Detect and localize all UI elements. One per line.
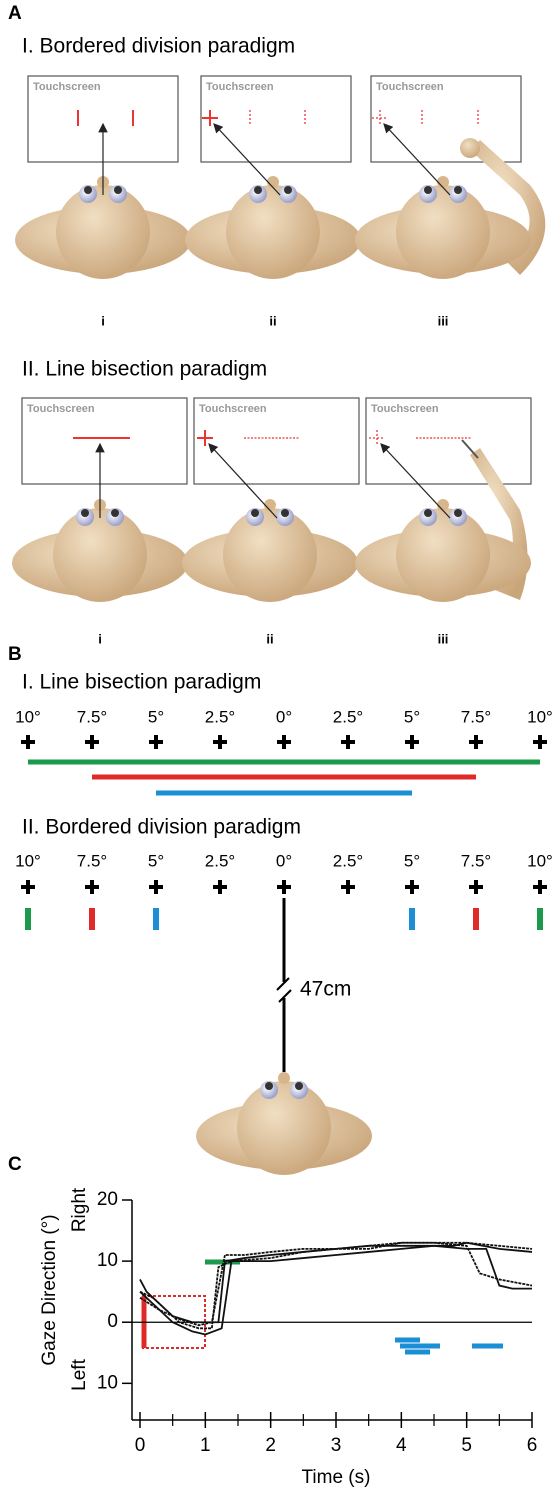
figure: A I. Bordered division paradigm Touchscr… bbox=[0, 0, 557, 1500]
markers bbox=[143, 1262, 503, 1352]
section-title: II. Line bisection paradigm bbox=[22, 358, 267, 381]
fixation-cross bbox=[213, 880, 227, 894]
fixation-cross bbox=[149, 880, 163, 894]
position-label: 10° bbox=[527, 707, 553, 726]
step-label: ii bbox=[266, 631, 273, 646]
position-label: 5° bbox=[148, 851, 164, 870]
fixation-cross bbox=[21, 735, 35, 749]
position-label: 5° bbox=[148, 707, 164, 726]
position-label: 5° bbox=[404, 707, 420, 726]
x-tick-label: 3 bbox=[331, 1435, 342, 1456]
fixation-cross bbox=[21, 880, 35, 894]
fixation-cross bbox=[213, 735, 227, 749]
screen-label: Touchscreen bbox=[27, 403, 95, 415]
direction-label: Right bbox=[69, 1187, 90, 1232]
screen-label: Touchscreen bbox=[376, 81, 444, 93]
fixation-cross bbox=[405, 735, 419, 749]
step-label: i bbox=[101, 313, 105, 328]
fixation-cross bbox=[277, 880, 291, 894]
fixation-cross bbox=[341, 880, 355, 894]
step-label: iii bbox=[438, 313, 449, 328]
fixation-cross bbox=[85, 735, 99, 749]
position-label: 7.5° bbox=[461, 707, 491, 726]
position-label: 10° bbox=[15, 707, 41, 726]
fixation-cross bbox=[405, 880, 419, 894]
screen-label: Touchscreen bbox=[371, 403, 439, 415]
screen-label: Touchscreen bbox=[33, 81, 101, 93]
screens: Touchscreen Touchscreen Touchscreen bbox=[22, 398, 531, 484]
position-label: 2.5° bbox=[333, 851, 363, 870]
step-label: i bbox=[98, 631, 102, 646]
x-axis-label: Time (s) bbox=[302, 1467, 371, 1488]
fixation-cross bbox=[533, 880, 547, 894]
section-title: II. Bordered division paradigm bbox=[22, 816, 301, 839]
panel-label: C bbox=[8, 1154, 22, 1175]
x-tick-label: 4 bbox=[396, 1435, 407, 1456]
distance-label: 47cm bbox=[300, 978, 351, 1001]
step-label: ii bbox=[269, 313, 276, 328]
panel-label: A bbox=[8, 3, 22, 24]
x-tick-label: 6 bbox=[527, 1435, 538, 1456]
y-tick-label: 10 bbox=[97, 1372, 118, 1393]
position-label: 5° bbox=[404, 851, 420, 870]
x-tick-label: 5 bbox=[461, 1435, 472, 1456]
position-label: 7.5° bbox=[461, 851, 491, 870]
y-tick-label: 20 bbox=[97, 1189, 118, 1210]
fixation-cross bbox=[277, 735, 291, 749]
direction-label: Left bbox=[69, 1358, 90, 1390]
step-label: iii bbox=[438, 631, 449, 646]
fixation-cross bbox=[469, 880, 483, 894]
fixation-cross bbox=[533, 735, 547, 749]
fixation-cross bbox=[341, 735, 355, 749]
x-tick-label: 1 bbox=[200, 1435, 211, 1456]
x-tick-label: 0 bbox=[135, 1435, 146, 1456]
fixation-cross bbox=[85, 880, 99, 894]
distance-line bbox=[277, 898, 291, 1072]
screens: Touchscreen Touchscreen Touchscreen bbox=[28, 76, 521, 162]
position-label: 0° bbox=[276, 851, 292, 870]
position-label: 7.5° bbox=[77, 707, 107, 726]
position-label: 2.5° bbox=[205, 851, 235, 870]
fixation-cross bbox=[469, 735, 483, 749]
stimulus-lines bbox=[28, 762, 540, 793]
panel-label: B bbox=[8, 644, 22, 665]
x-tick-label: 2 bbox=[265, 1435, 276, 1456]
y-axis-label: Gaze Direction (°) bbox=[39, 1214, 60, 1365]
gaze-trace bbox=[140, 1243, 532, 1335]
position-label: 10° bbox=[15, 851, 41, 870]
gaze-trace bbox=[140, 1246, 532, 1322]
y-tick-label: 10 bbox=[97, 1250, 118, 1271]
y-tick-label: 0 bbox=[107, 1311, 118, 1332]
screen-label: Touchscreen bbox=[206, 81, 274, 93]
screen-label: Touchscreen bbox=[199, 403, 267, 415]
position-label: 0° bbox=[276, 707, 292, 726]
fixation-cross bbox=[149, 735, 163, 749]
section-title: I. Line bisection paradigm bbox=[22, 671, 261, 694]
position-label: 2.5° bbox=[333, 707, 363, 726]
section-title: I. Bordered division paradigm bbox=[22, 35, 295, 58]
position-label: 2.5° bbox=[205, 707, 235, 726]
position-label: 10° bbox=[527, 851, 553, 870]
position-label: 7.5° bbox=[77, 851, 107, 870]
